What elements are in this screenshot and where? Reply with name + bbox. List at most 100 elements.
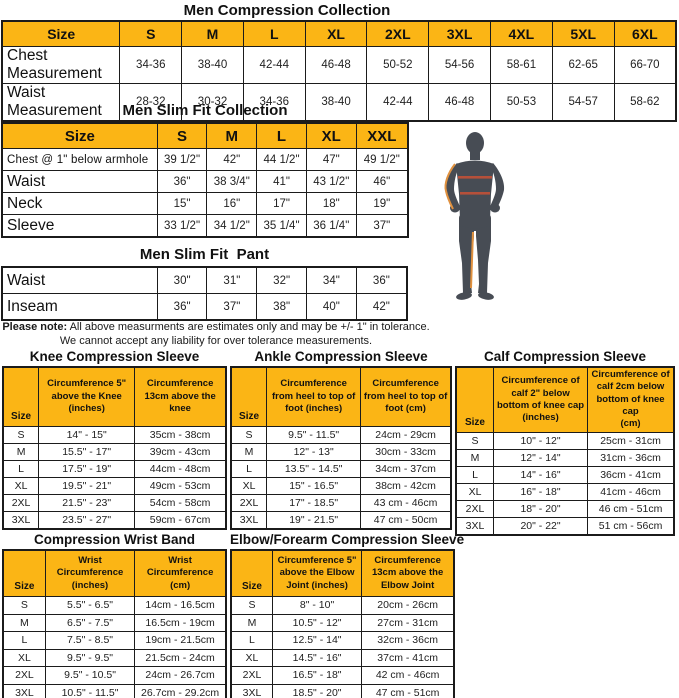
value-cell: 42" [355,293,408,321]
value-cell: 58-62 [613,83,677,122]
ankle-compression-sleeve-section: Ankle Compression Sleeve Size Circumferen… [230,349,452,530]
value-cell: 8" - 10" [271,596,363,615]
size-column-header: Size [2,366,40,427]
row-label: 2XL [2,666,46,685]
value-cell: 54-57 [551,83,615,122]
value-cell: 27cm - 31cm [361,613,455,632]
table-row: L 12.5" - 14" 32cm - 36cm [230,631,455,650]
row-label: Inseam [1,293,158,321]
value-cell: 44 1/2" [256,148,307,171]
value-cell: 15.5" - 17" [38,443,136,461]
row-label: S [2,426,40,444]
column-header: S [119,20,183,47]
value-cell: 38" [256,293,307,321]
table-row: M 10.5" - 12" 27cm - 31cm [230,613,455,632]
compression-wrist-band-title: Compression Wrist Band [33,532,196,547]
value-cell: 14cm - 16.5cm [134,596,227,615]
male-body-silhouette-icon [444,132,505,300]
row-label: 2XL [230,494,268,512]
value-cell: 36cm - 41cm [587,465,675,484]
value-cell: 36 1/4" [305,214,357,238]
value-cell: 19cm - 21.5cm [134,631,227,650]
value-cell: 51 cm - 56cm [587,516,675,536]
table-row: M 6.5" - 7.5" 16.5cm - 19cm [2,613,227,632]
value-cell: 33 1/2" [156,214,208,238]
row-label: 3XL [2,511,40,530]
value-cell: 14.5" - 16" [271,648,363,667]
calf-compression-sleeve-table: Size Circumference of calf 2" below botto… [455,366,675,536]
value-cell: 12.5" - 14" [271,631,363,650]
column-header: 5XL [551,20,615,47]
value-cell: 34cm - 37cm [360,460,452,478]
value-cell: 46 cm - 51cm [587,499,675,518]
value-cell: 66-70 [613,46,677,84]
row-label: 3XL [2,683,46,698]
row-label: Waist Measurement [1,83,121,122]
value-cell: 5.5" - 6.5" [44,596,136,615]
value-cell: 40" [305,293,357,321]
value-cell: 28-32 [119,83,183,122]
men-slim-fit-pant-table: Waist 30" 31" 32" 34" 36" Inseam 36" 37" 38" 40" 42… [1,266,408,321]
column-header: Circumference from heel to top of foot (… [360,366,452,427]
value-cell: 37" [355,214,409,238]
row-label: S [230,596,273,615]
male-figure-diagram [441,132,511,309]
value-cell: 35cm - 38cm [134,426,227,444]
men-slim-fit-collection-section: Men Slim Fit Collection Size S M L XL XXL Ches… [1,102,409,238]
row-label: L [230,460,268,478]
value-cell: 58-61 [490,46,553,84]
row-label: XL [2,477,40,495]
value-cell: 16.5cm - 19cm [134,613,227,632]
value-cell: 18.5" - 20" [271,683,363,698]
table-row: S 14" - 15" 35cm - 38cm [2,426,227,444]
value-cell: 9.5" - 9.5" [44,648,136,667]
value-cell: 19" [355,192,409,215]
size-column-header: Size [230,549,273,597]
compression-wrist-band-table: Size Wrist Circumference (inches) Wrist Ci… [2,549,227,698]
value-cell: 38 3/4" [206,170,258,193]
value-cell: 7.5" - 8.5" [44,631,136,650]
value-cell: 34-36 [119,46,183,84]
column-header: 6XL [613,20,677,47]
table-row: M 15.5" - 17" 39cm - 43cm [2,443,227,461]
tolerance-note: Please note: All above measurments are e… [0,320,432,349]
size-column-header: Size [2,549,46,597]
column-header: L [256,122,307,149]
value-cell: 31cm - 36cm [587,448,675,467]
men-slim-fit-pant-title: Men Slim Fit Pant [139,246,270,263]
knee-compression-sleeve-table: Size Circumference 5" above the Knee (inc… [2,366,227,530]
table-row: Waist 30" 31" 32" 34" 36" [1,266,408,294]
column-header: Circumference of calf 2cm below bottom o… [587,366,675,433]
value-cell: 37" [206,293,258,321]
size-column-header: Size [230,366,268,427]
table-row: Neck 15" 16" 17" 18" 19" [1,192,409,215]
value-cell: 37cm - 41cm [361,648,455,667]
value-cell: 42-44 [242,46,306,84]
calf-compression-sleeve-section: Calf Compression Sleeve Size Circumferenc… [455,349,675,536]
value-cell: 15" - 16.5" [266,477,362,495]
row-label: 3XL [230,683,273,698]
value-cell: 42 cm - 46cm [361,666,455,685]
value-cell: 46-48 [304,46,368,84]
value-cell: 39 1/2" [156,148,208,171]
row-label: 2XL [230,666,273,685]
value-cell: 17.5" - 19" [38,460,136,478]
value-cell: 47 cm - 51cm [361,683,455,698]
row-label: S [2,596,46,615]
table-row: Sleeve 33 1/2" 34 1/2" 35 1/4" 36 1/4" 37" [1,214,409,238]
value-cell: 43 cm - 46cm [360,494,452,512]
value-cell: 32cm - 36cm [361,631,455,650]
row-label: Waist [1,170,158,193]
value-cell: 54cm - 58cm [134,494,227,512]
table-row: M 12" - 13" 30cm - 33cm [230,443,452,461]
value-cell: 14" - 16" [492,465,589,484]
value-cell: 41cm - 46cm [587,482,675,501]
table-row: S 8" - 10" 20cm - 26cm [230,596,455,615]
tolerance-note-line1: Please note: All above measurments are e… [0,320,432,334]
tolerance-note-line2: We cannot accept any liability for over … [59,335,373,348]
value-cell: 44cm - 48cm [134,460,227,478]
value-cell: 26.7cm - 29.2cm [134,683,227,698]
value-cell: 23.5" - 27" [38,511,136,530]
value-cell: 30" [156,266,208,294]
column-header: 2XL [366,20,430,47]
